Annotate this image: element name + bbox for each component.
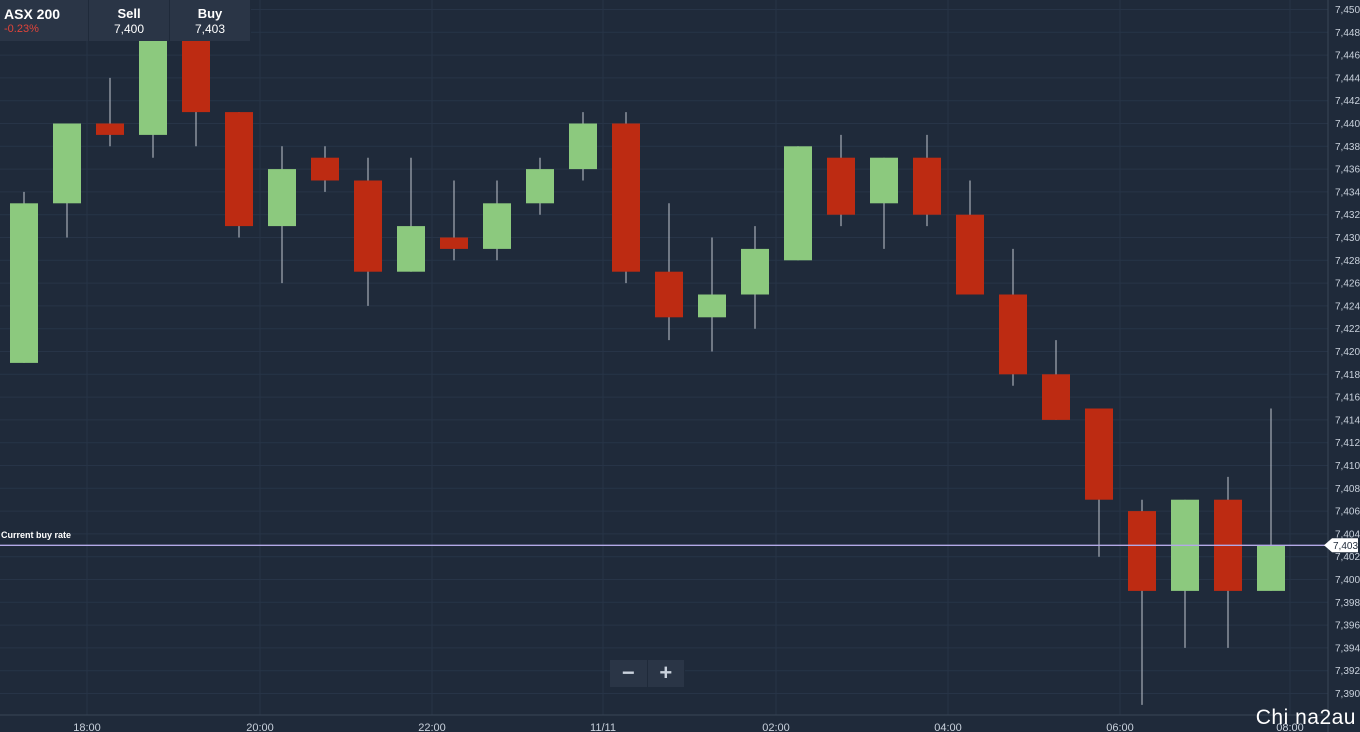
buy-label: Buy <box>197 6 223 21</box>
candle-body <box>784 146 812 261</box>
candle-body <box>655 271 683 318</box>
candle-body <box>1042 374 1070 420</box>
x-tick-label: 22:00 <box>418 722 446 732</box>
candle-body <box>956 214 984 295</box>
buy-price: 7,403 <box>194 22 226 36</box>
candle-body <box>139 32 167 135</box>
y-tick-label: 7,398 <box>1335 598 1360 609</box>
y-tick-label: 7,400 <box>1335 575 1360 586</box>
y-tick-label: 7,422 <box>1335 324 1360 335</box>
y-tick-label: 7,428 <box>1335 256 1360 267</box>
y-tick-label: 7,406 <box>1335 507 1360 518</box>
candle-body <box>870 157 898 204</box>
y-tick-label: 7,448 <box>1335 28 1360 39</box>
candle-body <box>526 169 554 204</box>
y-tick-label: 7,434 <box>1335 187 1360 198</box>
x-tick-label: 11/11 <box>590 722 616 732</box>
y-tick-label: 7,394 <box>1335 643 1360 654</box>
x-tick-label: 18:00 <box>73 722 101 732</box>
y-tick-label: 7,414 <box>1335 415 1360 426</box>
y-tick-label: 7,438 <box>1335 142 1360 153</box>
candle-body <box>1128 511 1156 591</box>
sell-label: Sell <box>117 6 141 21</box>
y-tick-label: 7,426 <box>1335 279 1360 290</box>
buy-button[interactable]: Buy 7,403 <box>170 0 251 41</box>
current-buy-rate-label: Current buy rate <box>1 530 72 540</box>
candle-body <box>96 123 124 135</box>
y-tick-label: 7,418 <box>1335 370 1360 381</box>
candle-body <box>311 157 339 181</box>
candle-body <box>397 226 425 272</box>
candle-body <box>741 248 769 295</box>
zoom-controls: − + <box>610 660 685 687</box>
x-tick-label: 02:00 <box>762 722 790 732</box>
candle-body <box>827 157 855 215</box>
x-tick-label: 06:00 <box>1106 722 1134 732</box>
current-rate-tag <box>1324 538 1358 553</box>
y-tick-label: 7,392 <box>1335 666 1360 677</box>
instrument-info[interactable]: ASX 200 -0.23% <box>0 0 89 41</box>
candle-body <box>569 123 597 170</box>
candle-body <box>354 180 382 272</box>
candle-body <box>53 123 81 204</box>
candle-body <box>225 112 253 227</box>
candle-body <box>999 294 1027 375</box>
candle-body <box>268 169 296 227</box>
y-tick-label: 7,420 <box>1335 347 1360 358</box>
x-tick-label: 20:00 <box>246 722 274 732</box>
y-tick-label: 7,450 <box>1335 5 1360 16</box>
y-tick-label: 7,402 <box>1335 552 1360 563</box>
y-tick-label: 7,446 <box>1335 51 1360 62</box>
sell-price: 7,400 <box>113 22 145 36</box>
y-tick-label: 7,404 <box>1335 529 1360 540</box>
candle-body <box>440 237 468 249</box>
y-tick-label: 7,390 <box>1335 689 1360 700</box>
y-tick-label: 7,408 <box>1335 484 1360 495</box>
instrument-change: -0.23% <box>4 23 39 35</box>
candle-body <box>182 32 210 113</box>
sell-button[interactable]: Sell 7,400 <box>89 0 170 41</box>
watermark: Chi na2au <box>1255 706 1356 729</box>
x-tick-label: 08:00 <box>1276 722 1304 732</box>
y-tick-label: 7,396 <box>1335 621 1360 632</box>
y-tick-label: 7,410 <box>1335 461 1360 472</box>
candle-body <box>1085 408 1113 500</box>
zoom-out-button[interactable]: − <box>610 660 648 687</box>
instrument-name: ASX 200 <box>4 6 61 22</box>
y-tick-label: 7,440 <box>1335 119 1360 130</box>
instrument-header: ASX 200 -0.23% Sell 7,400 Buy 7,403 <box>0 0 251 41</box>
y-tick-label: 7,416 <box>1335 393 1360 404</box>
candle-body <box>913 157 941 215</box>
candle-body <box>483 203 511 249</box>
y-tick-label: 7,436 <box>1335 165 1360 176</box>
candle-body <box>698 294 726 318</box>
y-tick-label: 7,412 <box>1335 438 1360 449</box>
zoom-in-button[interactable]: + <box>647 660 685 687</box>
y-tick-label: 7,442 <box>1335 96 1360 107</box>
y-tick-label: 7,444 <box>1335 73 1360 84</box>
y-tick-label: 7,432 <box>1335 210 1360 221</box>
y-tick-label: 7,430 <box>1335 233 1360 244</box>
y-tick-label: 7,424 <box>1335 301 1360 312</box>
candle-body <box>1257 545 1285 591</box>
candle-body <box>10 203 38 363</box>
x-tick-label: 04:00 <box>934 722 962 732</box>
current-rate-value: 7,403 <box>1333 541 1358 552</box>
candle-body <box>612 123 640 272</box>
